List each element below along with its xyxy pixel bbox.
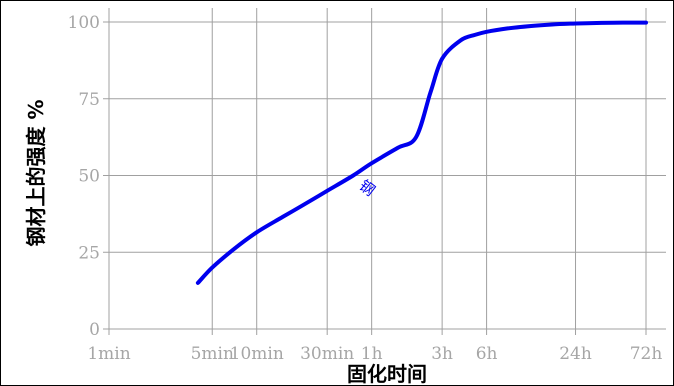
y-tick-label: 0 [89, 320, 100, 340]
x-tick-label: 10min [230, 344, 284, 364]
x-tick-label: 3h [431, 344, 453, 364]
series-label: 钢 [356, 176, 379, 199]
series-line-0 [195, 20, 648, 285]
grid-layer [108, 8, 666, 335]
y-tick-label: 100 [68, 13, 100, 33]
x-tick-label: 24h [559, 344, 592, 364]
series-layer [195, 20, 648, 285]
y-tick-label: 50 [78, 167, 100, 187]
x-tick-label: 5min [191, 344, 234, 364]
y-axis-title: 钢材上的强度 % [24, 99, 48, 246]
axis-layer [103, 8, 666, 330]
x-tick-label: 30min [300, 344, 354, 364]
x-tick-label: 1h [361, 344, 383, 364]
x-tick-label: 6h [476, 344, 498, 364]
x-axis-title: 固化时间 [347, 362, 427, 386]
x-tick-label: 1min [87, 344, 130, 364]
y-tick-label: 75 [78, 90, 100, 110]
y-tick-label: 25 [78, 243, 100, 263]
x-tick-label: 72h [630, 344, 663, 364]
